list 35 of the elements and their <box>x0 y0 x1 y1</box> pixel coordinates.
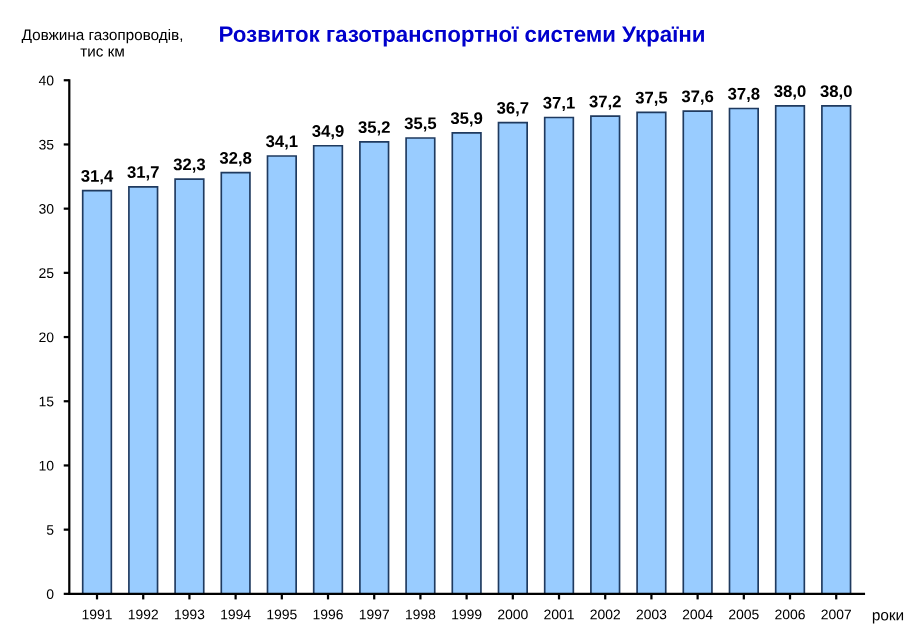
data-label: 34,9 <box>312 125 344 140</box>
data-label: 32,8 <box>219 152 252 167</box>
data-label: 31,4 <box>81 170 114 185</box>
data-label: 34,1 <box>265 135 298 150</box>
bar <box>128 185 159 594</box>
data-label: 32,3 <box>173 158 206 173</box>
data-label: 31,7 <box>127 166 159 181</box>
bar <box>682 110 713 594</box>
data-label: 35,9 <box>450 112 483 127</box>
bar <box>821 105 852 594</box>
bar <box>81 189 113 594</box>
bar <box>359 141 390 594</box>
bar <box>497 121 528 594</box>
data-label: 35,2 <box>358 121 390 136</box>
bar <box>220 171 251 594</box>
bar <box>266 155 297 594</box>
bar <box>451 132 482 594</box>
data-label: 36,7 <box>496 101 529 117</box>
bar <box>543 116 575 594</box>
bar <box>590 115 621 594</box>
data-label: 37,5 <box>635 91 668 106</box>
data-label: 37,1 <box>543 96 575 112</box>
bar <box>312 144 344 594</box>
data-label: 37,6 <box>681 90 714 105</box>
bar <box>636 111 667 594</box>
bar <box>728 107 759 594</box>
data-label: 38,0 <box>774 85 806 100</box>
data-label: 38,0 <box>820 85 852 100</box>
bar <box>174 178 205 594</box>
chart-title: Розвиток газотранспортної системи України <box>220 26 704 47</box>
bar <box>405 137 436 594</box>
data-label: 37,2 <box>589 95 621 110</box>
data-label: 37,8 <box>727 87 760 103</box>
data-label: 35,5 <box>404 117 437 132</box>
bar <box>774 105 806 594</box>
